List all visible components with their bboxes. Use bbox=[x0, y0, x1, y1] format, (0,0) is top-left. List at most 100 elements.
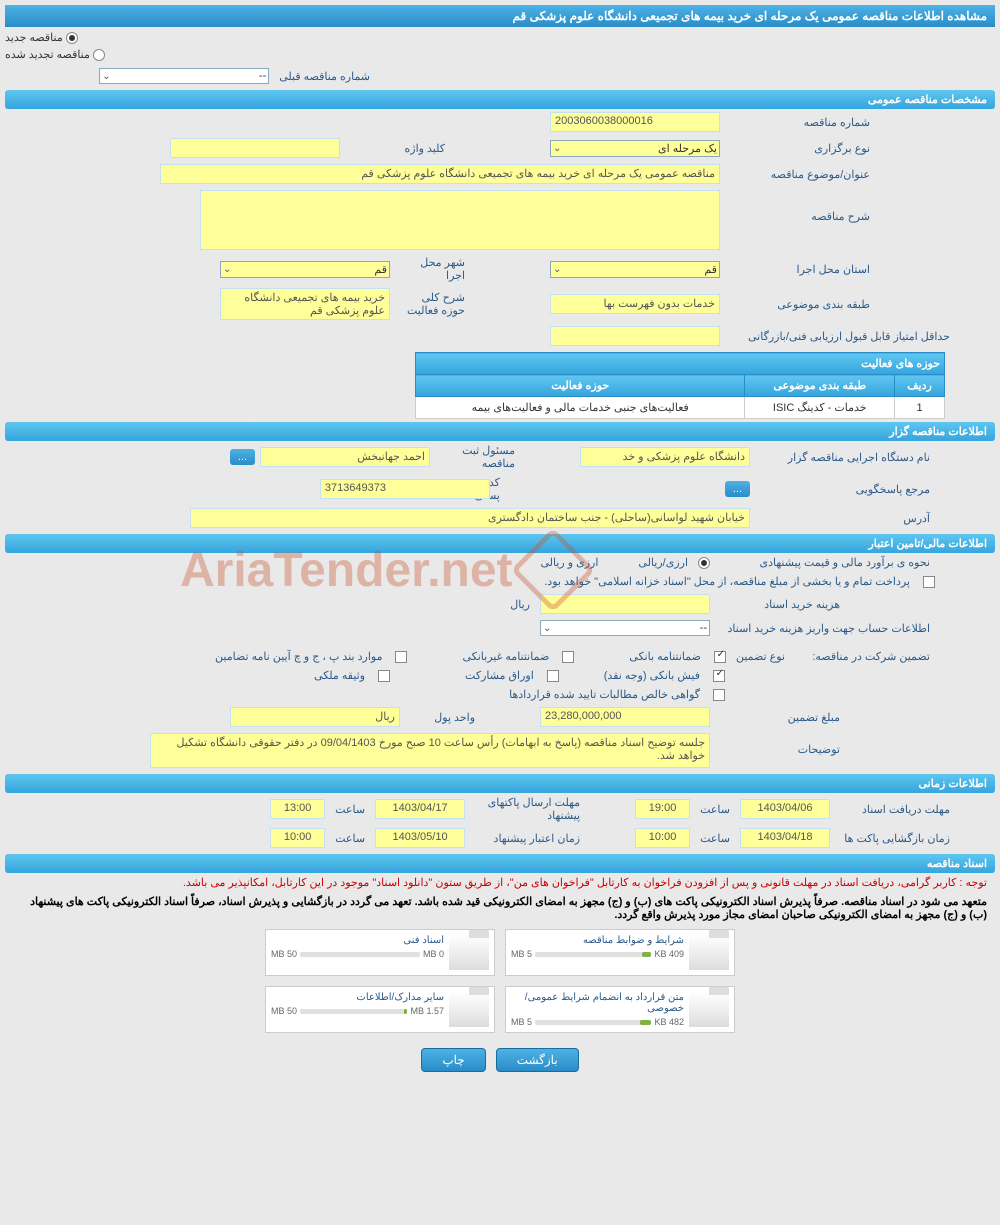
treasury-note: پرداخت تمام و یا بخشی از مبلغ مناقصه، از… bbox=[539, 575, 915, 588]
ref-label: مرجع پاسخگویی bbox=[755, 483, 935, 496]
send-hour: 13:00 bbox=[270, 799, 325, 819]
file-card[interactable]: اسناد فنی 0 MB50 MB bbox=[265, 929, 495, 976]
amount-value: 23,280,000,000 bbox=[540, 707, 710, 727]
file-title: شرایط و ضوابط مناقصه bbox=[511, 935, 684, 946]
reg-label: مسئول ثبت مناقصه bbox=[435, 444, 575, 470]
section-finance: اطلاعات مالی/تامین اعتبار bbox=[5, 534, 995, 553]
receive-label: مهلت دریافت اسناد bbox=[835, 803, 955, 816]
chk-cash[interactable] bbox=[713, 670, 725, 682]
receive-date: 1403/04/06 bbox=[740, 799, 830, 819]
chk-nonbank[interactable] bbox=[562, 651, 574, 663]
section-docs: اسناد مناقصه bbox=[5, 854, 995, 873]
col-category: طبقه بندی موضوعی bbox=[745, 375, 895, 397]
addr-label: آدرس bbox=[755, 512, 935, 525]
folder-icon bbox=[449, 992, 489, 1027]
section-general: مشخصات مناقصه عمومی bbox=[5, 90, 995, 109]
desc-label: شرح مناقصه bbox=[725, 190, 875, 223]
desc-textarea[interactable] bbox=[200, 190, 720, 250]
province-select[interactable]: قم⌄ bbox=[550, 261, 720, 278]
keyword-label: کلید واژه bbox=[345, 142, 545, 155]
open-hour: 10:00 bbox=[635, 828, 690, 848]
tender-num-value: 2003060038000016 bbox=[550, 112, 720, 132]
cost-label: هزینه خرید اسناد bbox=[715, 598, 845, 611]
reg-value: احمد جهانبخش bbox=[260, 447, 430, 467]
valid-hour: 10:00 bbox=[270, 828, 325, 848]
send-date: 1403/04/17 bbox=[375, 799, 465, 819]
postal-value: 3713649373 bbox=[320, 479, 490, 499]
postal-label: کد پستی bbox=[495, 476, 720, 502]
col-row: ردیف bbox=[895, 375, 945, 397]
tender-num-label: شماره مناقصه bbox=[725, 116, 875, 129]
docs-note1: توجه : کاربر گرامی، دریافت اسناد در مهلت… bbox=[5, 873, 995, 892]
send-label: مهلت ارسال پاکتهای پیشنهاد bbox=[470, 796, 630, 822]
notes-value: جلسه توضیح اسناد مناقصه (پاسخ به ابهامات… bbox=[150, 733, 710, 768]
file-card[interactable]: متن قرارداد به انضمام شرایط عمومی/خصوصی … bbox=[505, 986, 735, 1033]
section-org: اطلاعات مناقصه گزار bbox=[5, 422, 995, 441]
valid-date: 1403/05/10 bbox=[375, 828, 465, 848]
section-time: اطلاعات زمانی bbox=[5, 774, 995, 793]
org-name-label: نام دستگاه اجرایی مناقصه گزار bbox=[755, 451, 935, 464]
org-name-value: دانشگاه علوم پزشکی و خد bbox=[580, 447, 750, 467]
print-button[interactable]: چاپ bbox=[421, 1048, 485, 1072]
subject-value: مناقصه عمومی یک مرحله ای خرید بیمه های ت… bbox=[160, 164, 720, 184]
prev-tender-label: شماره مناقصه قبلی bbox=[274, 70, 375, 83]
scope-label: شرح کلی حوزه فعالیت bbox=[395, 291, 545, 317]
guarantee-label: تضمین شرکت در مناقصه: bbox=[795, 650, 935, 663]
rial-label: ریال bbox=[505, 598, 535, 611]
file-card[interactable]: شرایط و ضوابط مناقصه 409 KB5 MB bbox=[505, 929, 735, 976]
chk-bank[interactable] bbox=[714, 651, 726, 663]
file-card[interactable]: سایر مدارک/اطلاعات 1.57 MB50 MB bbox=[265, 986, 495, 1033]
method-radio[interactable] bbox=[698, 557, 710, 569]
scope-value: خرید بیمه های تجمیعی دانشگاه علوم پزشکی … bbox=[220, 288, 390, 320]
col-scope: حوزه فعالیت bbox=[416, 375, 745, 397]
prev-tender-select[interactable]: --⌄ bbox=[99, 68, 269, 84]
activity-table-title: حوزه های فعالیت bbox=[416, 353, 945, 375]
receive-hour: 19:00 bbox=[635, 799, 690, 819]
chk-property[interactable] bbox=[378, 670, 390, 682]
category-label: طبقه بندی موضوعی bbox=[725, 298, 875, 311]
folder-icon bbox=[689, 935, 729, 970]
radio-new-label: مناقصه جدید bbox=[5, 31, 63, 44]
reg-more-button[interactable]: ... bbox=[230, 449, 255, 465]
valid-label: زمان اعتبار پیشنهاد bbox=[470, 832, 630, 845]
file-title: سایر مدارک/اطلاعات bbox=[271, 992, 444, 1003]
back-button[interactable]: بازگشت bbox=[496, 1048, 579, 1072]
guarantee-type-label: نوع تضمین bbox=[731, 650, 790, 663]
province-label: استان محل اجرا bbox=[725, 263, 875, 276]
account-select[interactable]: --⌄ bbox=[540, 620, 710, 636]
min-score-value[interactable] bbox=[550, 326, 720, 346]
activity-table: حوزه های فعالیت ردیف طبقه بندی موضوعی حو… bbox=[415, 352, 945, 419]
method-label: نحوه ی برآورد مالی و قیمت پیشنهادی bbox=[715, 556, 935, 569]
addr-value: خیابان شهید لواسانی(ساحلی) - جنب ساختمان… bbox=[190, 508, 750, 528]
file-title: اسناد فنی bbox=[271, 935, 444, 946]
page-title: مشاهده اطلاعات مناقصه عمومی یک مرحله ای … bbox=[5, 5, 995, 27]
unit-value: ریال bbox=[230, 707, 400, 727]
chk-cert[interactable] bbox=[713, 689, 725, 701]
city-label: شهر محل اجرا bbox=[395, 256, 545, 282]
file-title: متن قرارداد به انضمام شرایط عمومی/خصوصی bbox=[511, 992, 684, 1014]
account-label: اطلاعات حساب جهت واریز هزینه خرید اسناد bbox=[715, 622, 935, 635]
type-select[interactable]: یک مرحله ای⌄ bbox=[550, 140, 720, 157]
amount-label: مبلغ تضمین bbox=[715, 711, 845, 724]
cost-input[interactable] bbox=[540, 594, 710, 614]
category-value: خدمات بدون فهرست بها bbox=[550, 294, 720, 314]
folder-icon bbox=[689, 992, 729, 1027]
min-score-label: حداقل امتیاز قابل قبول ارزیابی فنی/بازرگ… bbox=[725, 330, 955, 343]
notes-label: توضیحات bbox=[715, 733, 845, 756]
chk-bonds[interactable] bbox=[547, 670, 559, 682]
method-value: ارزی/ریالی bbox=[633, 556, 693, 569]
currency-label: ارزی و ریالی bbox=[535, 556, 628, 569]
city-select[interactable]: قم⌄ bbox=[220, 261, 390, 278]
docs-note2: متعهد می شود در اسناد مناقصه. صرفاً پذیر… bbox=[5, 892, 995, 924]
radio-renewed[interactable]: مناقصه تجدید شده bbox=[5, 48, 105, 61]
keyword-input[interactable] bbox=[170, 138, 340, 158]
unit-label: واحد پول bbox=[405, 711, 535, 724]
treasury-check[interactable] bbox=[923, 576, 935, 588]
folder-icon bbox=[449, 935, 489, 970]
subject-label: عنوان/موضوع مناقصه bbox=[725, 168, 875, 181]
type-label: نوع برگزاری bbox=[725, 142, 875, 155]
radio-new[interactable]: مناقصه جدید bbox=[5, 31, 78, 44]
chk-items[interactable] bbox=[395, 651, 407, 663]
ref-more-button[interactable]: ... bbox=[725, 481, 750, 497]
radio-renewed-label: مناقصه تجدید شده bbox=[5, 48, 90, 61]
